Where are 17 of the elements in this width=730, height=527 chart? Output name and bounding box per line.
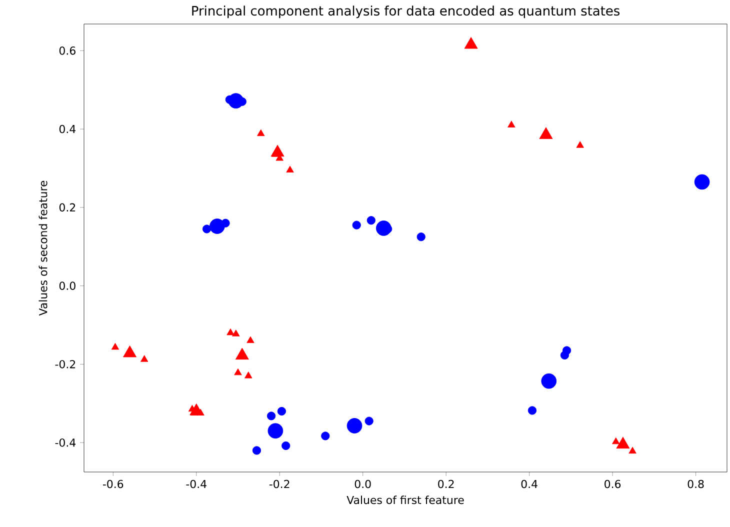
x-tick-label: 0.4: [521, 480, 538, 488]
y-tick-label: 0.2: [59, 203, 76, 212]
y-tick-label: -0.4: [55, 438, 76, 447]
y-tick-label: 0.0: [59, 282, 76, 290]
x-axis-title: Values of first feature: [346, 496, 464, 504]
x-tick-label: 0.6: [604, 480, 621, 488]
x-tick-label: 0.8: [688, 480, 704, 488]
x-tick-label: 0.2: [438, 480, 454, 488]
x-tick-label: -0.4: [186, 480, 206, 488]
y-axis-title: Values of second feature: [38, 180, 48, 316]
x-tick-label: -0.6: [102, 480, 124, 488]
chart-title: Principal component analysis for data encoded as quantum states: [192, 6, 620, 18]
x-tick-label: 0.0: [354, 480, 371, 488]
y-tick-label: -0.2: [55, 360, 76, 368]
x-tick-label: -0.2: [269, 480, 290, 488]
y-tick-label: 0.6: [59, 46, 76, 55]
y-tick-label: 0.4: [59, 124, 76, 134]
